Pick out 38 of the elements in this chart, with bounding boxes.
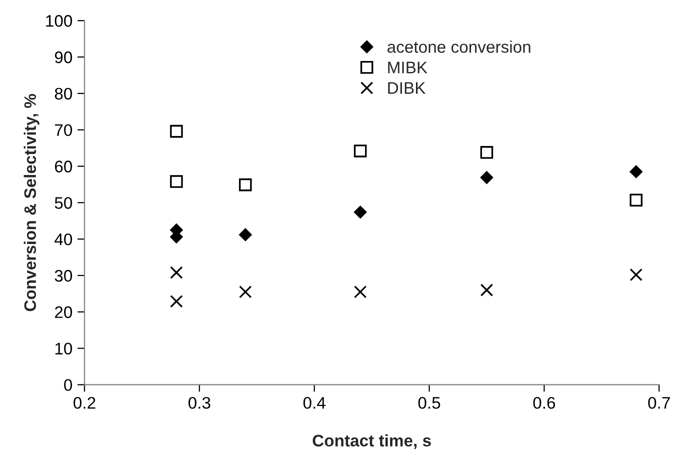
x-tick-label: 0.5 (418, 396, 440, 409)
x-tick-label: 0.2 (74, 396, 96, 409)
y-tick-label: 50 (54, 197, 72, 209)
legend-label: DIBK (388, 82, 426, 94)
point (170, 266, 183, 279)
point (354, 285, 367, 298)
point (480, 146, 494, 159)
legend-label: MIBK (388, 62, 428, 74)
x-axis-title: Contact time, s (312, 434, 431, 449)
point (480, 284, 494, 296)
point (238, 285, 252, 298)
y-axis-title: Conversion & Selectivity, % (24, 94, 40, 312)
y-tick-label: 90 (54, 51, 72, 64)
y-tick-label: 70 (55, 124, 72, 136)
y-tick-label: 10 (55, 342, 72, 355)
point (354, 206, 367, 219)
y-tick-label: 30 (54, 270, 72, 282)
y-tick-label: 20 (54, 306, 72, 318)
point (238, 228, 252, 242)
y-tick-label: 100 (46, 15, 72, 27)
point (480, 171, 494, 184)
y-tick-label: 80 (54, 88, 72, 100)
point (630, 194, 643, 207)
y-tick-label: 40 (54, 233, 72, 246)
point (170, 124, 183, 138)
x-tick-label: 0.4 (303, 396, 326, 409)
legend-label: acetone conversion (388, 40, 530, 53)
point (238, 178, 252, 192)
y-tick-label: 60 (55, 160, 72, 172)
x-tick-label: 0.6 (533, 396, 556, 409)
point (630, 268, 643, 282)
x-tick-label: 0.7 (648, 396, 670, 409)
x-tick-label: 0.3 (188, 396, 210, 409)
point (170, 175, 183, 188)
point (354, 144, 367, 158)
y-tick-label: 0 (64, 379, 72, 391)
point (630, 165, 643, 178)
point (170, 294, 183, 308)
